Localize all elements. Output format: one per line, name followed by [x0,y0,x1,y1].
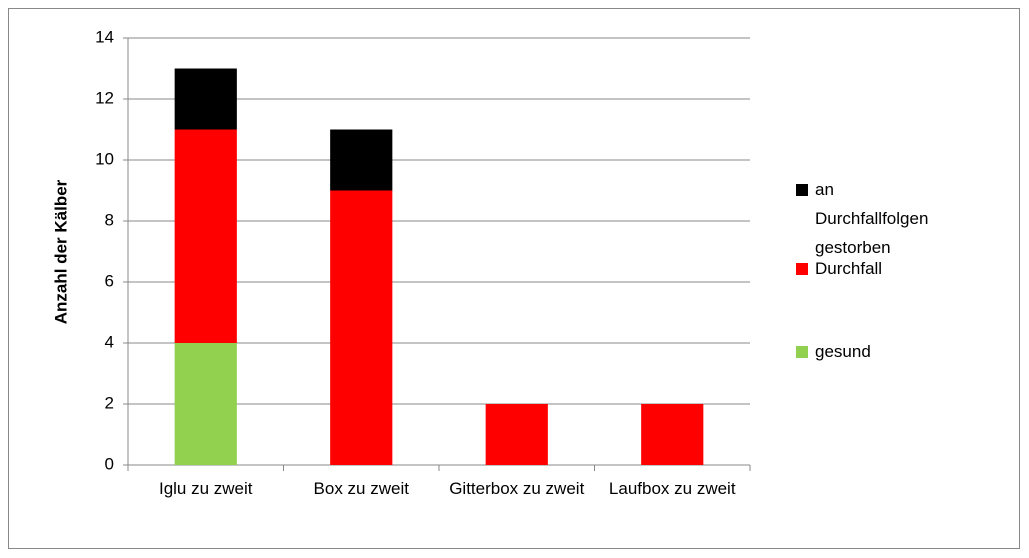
legend-swatch [796,184,808,196]
y-tick-label: 2 [105,393,114,412]
x-tick-label: Iglu zu zweit [158,479,253,498]
legend-label: an Durchfallfolgen gestorben [815,180,929,257]
bar-segment [174,129,237,343]
bar-segment [174,343,237,465]
y-tick-label: 8 [105,210,114,229]
legend-label: gesund [815,342,871,361]
y-axis-title: Anzahl der Kälber [51,179,70,324]
bar-segment [641,404,704,465]
x-tick-label: Gitterbox zu zweit [449,479,585,498]
x-tick-label: Box zu zweit [313,479,409,498]
legend-swatch [796,263,808,275]
bar-segment [330,190,393,465]
y-tick-label: 0 [105,454,114,473]
y-tick-label: 10 [95,149,114,168]
y-tick-label: 14 [95,27,114,46]
bar-segment [330,129,393,191]
y-tick-label: 4 [105,332,114,351]
y-tick-label: 12 [95,88,114,107]
x-tick-label: Laufbox zu zweit [608,479,736,498]
bar-segment [485,404,548,465]
legend-label: Durchfall [815,259,883,278]
legend-swatch [796,346,808,358]
y-tick-label: 6 [105,271,114,290]
bar-segment [174,68,237,130]
